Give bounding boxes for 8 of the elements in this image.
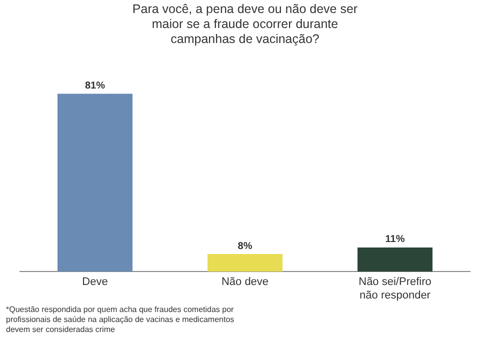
data-label: 81% (84, 80, 106, 92)
x-tick-label: Não deve (221, 276, 269, 288)
x-tick-label: Deve (82, 276, 108, 288)
x-tick-label: Não sei/Prefiro não responder (358, 276, 432, 302)
data-label: 11% (385, 234, 405, 246)
data-label: 8% (238, 240, 252, 252)
chart-title: Para você, a pena deve ou não deve ser maior se a fraude ocorrer durante campanhas de vacinação? (131, 2, 359, 47)
text: *Questão respondida por quem acha que fraudes cometidas por profissionais de saúde na aplicação de vacinas e medicamentos devem ser consideradas crime (6, 305, 236, 335)
